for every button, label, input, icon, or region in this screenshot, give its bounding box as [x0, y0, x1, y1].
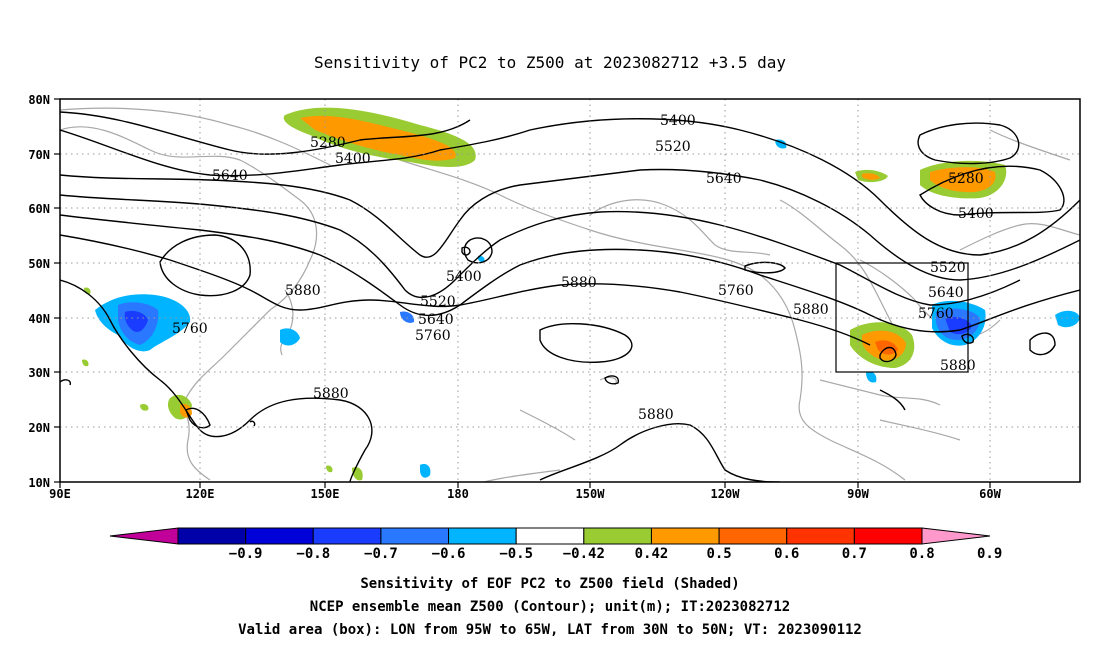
colorbar: −0.9 −0.8 −0.7 −0.6 −0.5 −0.42 0.42 0.5 0.6 0.7 0.…	[109, 527, 1002, 562]
colorbar-segment	[515, 527, 585, 545]
contour-label: 5760	[415, 328, 451, 344]
contour-label: 5760	[918, 306, 954, 322]
contour-label: 5640	[706, 171, 742, 187]
footer-line-2: NCEP ensemble mean Z500 (Contour); unit(…	[310, 599, 790, 615]
lon-label: 120W	[711, 487, 741, 501]
lon-label: 90W	[847, 487, 869, 501]
lat-label: 20N	[28, 421, 50, 435]
colorbar-segment	[380, 527, 450, 545]
lat-labels: 80N 70N 60N 50N 40N 30N 20N 10N	[28, 93, 50, 490]
colorbar-segment	[245, 527, 314, 545]
contour-label: 5880	[940, 358, 976, 374]
contour-label: 5520	[420, 294, 456, 310]
contour-label: 5640	[928, 285, 964, 301]
contour-label: 5640	[212, 168, 248, 184]
lat-label: 40N	[28, 312, 50, 326]
lat-label: 80N	[28, 93, 50, 107]
lat-label: 10N	[28, 476, 50, 490]
colorbar-segment	[448, 527, 517, 545]
contour-label: 5400	[660, 113, 696, 129]
footer-line-3: Valid area (box): LON from 95W to 65W, L…	[238, 622, 862, 638]
lon-label: 60W	[979, 487, 1001, 501]
contour-label: 5400	[335, 151, 371, 167]
contour-label: 5760	[718, 283, 754, 299]
map-frame	[59, 98, 1081, 483]
colorbar-tick-label: 0.7	[842, 546, 867, 562]
contour-label: 5280	[948, 171, 984, 187]
contour-label: 5880	[313, 386, 349, 402]
lon-labels: 90E 120E 150E 180 150W 120W 90W 60W	[49, 487, 1001, 501]
colorbar-segment	[853, 527, 923, 545]
colorbar-segment	[583, 527, 652, 545]
axis-ticks	[54, 98, 991, 488]
colorbar-tick-label: −0.8	[296, 546, 330, 562]
colorbar-segment	[650, 527, 720, 545]
lat-label: 50N	[28, 257, 50, 271]
colorbar-segment	[177, 527, 247, 545]
contour-label: 5280	[310, 135, 346, 151]
lon-label: 150E	[311, 487, 340, 501]
figure-title: Sensitivity of PC2 to Z500 at 2023082712…	[314, 53, 786, 72]
contour-labels: 5280 5400 5640 5400 5520 5640 5760 5880 …	[172, 113, 994, 423]
contour-label: 5640	[418, 312, 454, 328]
contour-label: 5760	[172, 321, 208, 337]
map-panel: 5280 5400 5640 5400 5520 5640 5760 5880 …	[28, 93, 1081, 501]
colorbar-tick-label: 0.6	[774, 546, 799, 562]
z500-contours	[60, 111, 1080, 482]
colorbar-tick-label: −0.5	[499, 546, 533, 562]
colorbar-tick-label: 0.9	[977, 546, 1002, 562]
contour-label: 5400	[958, 206, 994, 222]
contour-label: 5880	[638, 407, 674, 423]
colorbar-tick-label: 0.8	[909, 546, 934, 562]
contour-label: 5520	[930, 260, 966, 276]
lon-label: 90E	[49, 487, 71, 501]
lat-lon-grid	[60, 99, 1080, 482]
colorbar-segment	[312, 527, 382, 545]
valid-area-box	[835, 262, 969, 373]
colorbar-tick-label: −0.6	[432, 546, 466, 562]
lon-label: 150W	[576, 487, 606, 501]
lon-label: 120E	[186, 487, 215, 501]
lat-label: 60N	[28, 202, 50, 216]
colorbar-tick-label: 0.42	[635, 546, 669, 562]
contour-label: 5880	[561, 275, 597, 291]
colorbar-tick-label: −0.7	[364, 546, 398, 562]
colorbar-tick-label: −0.9	[229, 546, 263, 562]
lat-label: 70N	[28, 148, 50, 162]
lat-label: 30N	[28, 366, 50, 380]
colorbar-tip-high	[921, 527, 991, 545]
coastlines	[60, 107, 1080, 482]
colorbar-segment	[786, 527, 855, 545]
colorbar-tip-low	[109, 527, 179, 545]
contour-label: 5880	[285, 283, 321, 299]
footer-line-1: Sensitivity of EOF PC2 to Z500 field (Sh…	[360, 576, 739, 592]
contour-label: 5400	[446, 269, 482, 285]
colorbar-tick-label: −0.42	[563, 546, 605, 562]
contour-label: 5880	[793, 302, 829, 318]
colorbar-tick-label: 0.5	[706, 546, 731, 562]
lon-label: 180	[447, 487, 469, 501]
contour-label: 5520	[655, 139, 691, 155]
colorbar-segment	[718, 527, 788, 545]
